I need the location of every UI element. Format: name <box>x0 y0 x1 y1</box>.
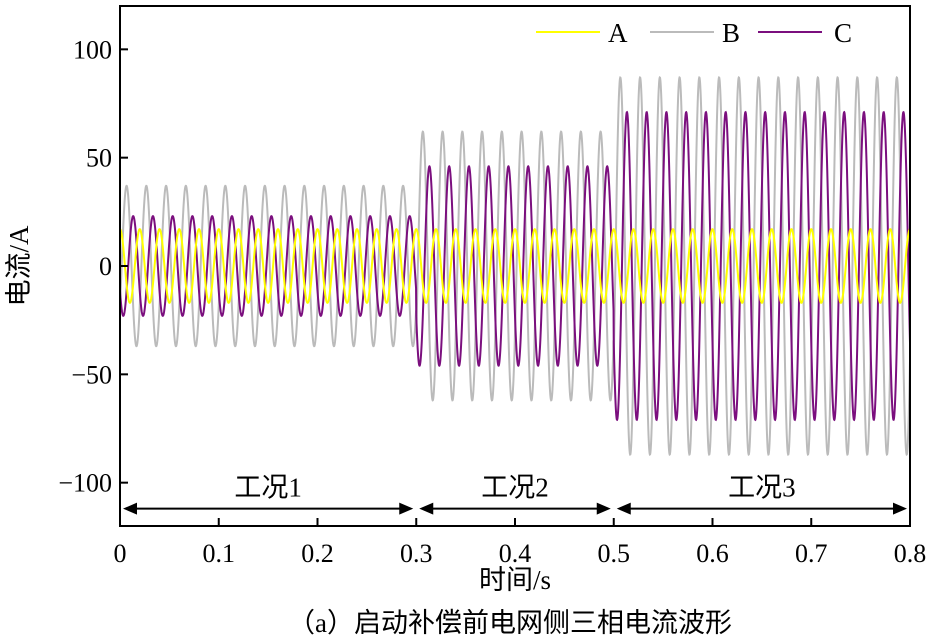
y-tick-label: −100 <box>58 469 112 498</box>
arrow-head <box>616 502 631 515</box>
x-axis: 0 0.1 0.2 0.3 0.4 0.5 0.6 0.7 0.8 <box>114 518 927 568</box>
x-tick-label: 0.5 <box>598 539 631 568</box>
series-line-a <box>120 228 910 304</box>
y-tick-label: 0 <box>99 252 112 281</box>
figure-caption: （a）启动补偿前电网侧三相电流波形 <box>288 608 732 638</box>
y-tick-label: 100 <box>73 35 112 64</box>
y-tick-label: 50 <box>86 144 112 173</box>
legend-label-a: A <box>608 18 628 48</box>
y-axis-title: 电流/A <box>4 225 34 307</box>
arrow-head <box>596 502 611 515</box>
operating-condition-markers: 工况1 工况2 工况3 <box>123 473 907 515</box>
legend: A B C <box>536 18 852 48</box>
arrow-head <box>893 502 907 515</box>
arrow-head <box>123 502 137 515</box>
x-tick-label: 0.1 <box>203 539 236 568</box>
x-tick-label: 0.2 <box>301 539 334 568</box>
x-tick-label: 0.7 <box>795 539 828 568</box>
x-axis-title: 时间/s <box>479 565 551 595</box>
region-label: 工况2 <box>481 473 549 503</box>
series-layer <box>120 75 910 457</box>
plot-frame <box>119 5 911 527</box>
region-label: 工况1 <box>234 473 302 503</box>
y-axis: −100 −50 0 50 100 <box>58 35 128 498</box>
x-tick-label: 0.6 <box>696 539 729 568</box>
arrow-head <box>419 502 434 515</box>
x-tick-label: 0.8 <box>894 539 927 568</box>
region-label: 工况3 <box>728 473 796 503</box>
legend-label-c: C <box>834 18 852 48</box>
x-tick-label: 0 <box>114 539 127 568</box>
series-line-c <box>120 110 910 422</box>
y-tick-label: −50 <box>71 360 112 389</box>
x-tick-label: 0.3 <box>400 539 433 568</box>
arrow-head <box>399 502 414 515</box>
x-tick-label: 0.4 <box>499 539 532 568</box>
series-line-b <box>120 75 910 457</box>
legend-label-b: B <box>722 18 740 48</box>
